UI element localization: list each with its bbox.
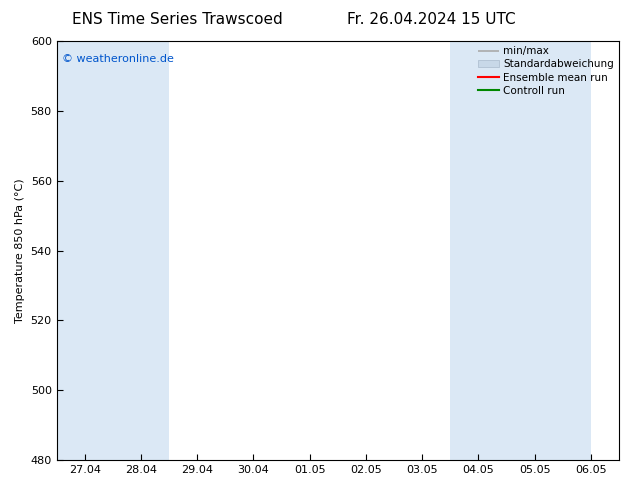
Bar xyxy=(563,41,591,460)
Text: Fr. 26.04.2024 15 UTC: Fr. 26.04.2024 15 UTC xyxy=(347,12,515,27)
Bar xyxy=(450,41,507,460)
Bar xyxy=(507,41,563,460)
Legend: min/max, Standardabweichung, Ensemble mean run, Controll run: min/max, Standardabweichung, Ensemble me… xyxy=(478,46,614,96)
Bar xyxy=(56,41,113,460)
Bar xyxy=(113,41,169,460)
Text: ENS Time Series Trawscoed: ENS Time Series Trawscoed xyxy=(72,12,283,27)
Text: © weatheronline.de: © weatheronline.de xyxy=(62,53,174,64)
Y-axis label: Temperature 850 hPa (°C): Temperature 850 hPa (°C) xyxy=(15,178,25,323)
